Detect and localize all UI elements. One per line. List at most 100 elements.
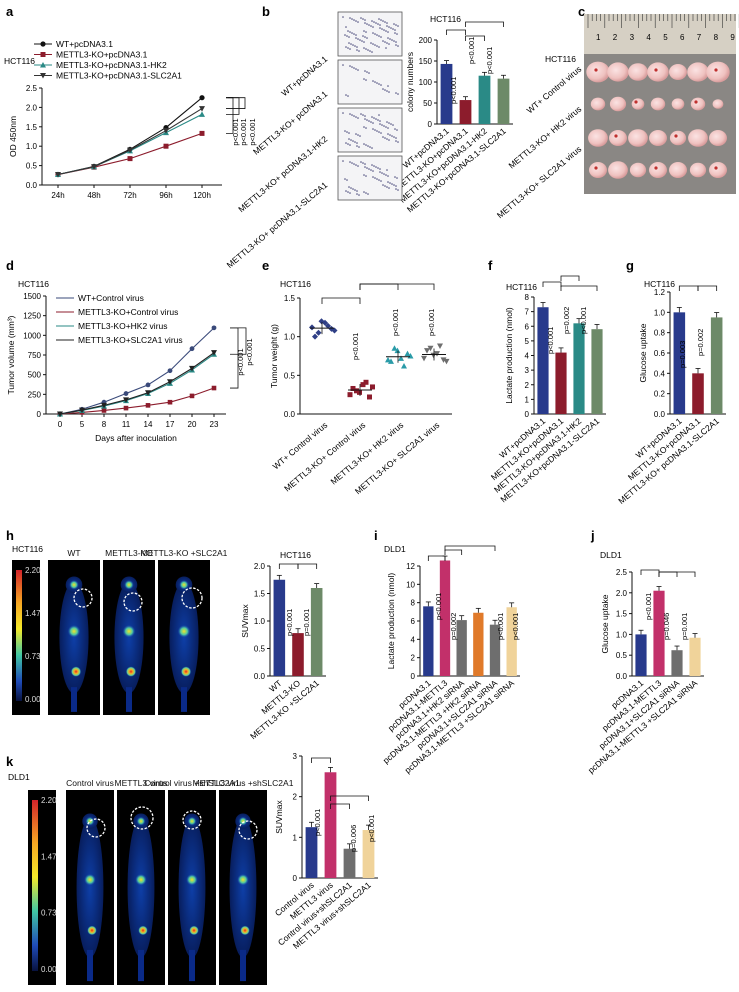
panel-letter-h: h <box>6 528 14 543</box>
colony-dot <box>362 162 364 164</box>
chart-a-y-tick-label-5: 2.5 <box>26 84 38 93</box>
colony-dot <box>391 183 393 185</box>
pet-h-heart <box>177 625 191 638</box>
colony-dot <box>379 171 381 173</box>
colony-dot <box>361 40 363 42</box>
colony-dot <box>346 35 348 37</box>
chart-i-y-tick-label-6: 12 <box>406 562 415 571</box>
pet-k-tail <box>189 949 195 982</box>
colony-dot <box>367 193 369 195</box>
colony-dot <box>365 144 367 146</box>
colony-dot <box>380 36 382 38</box>
pet-k-brain <box>136 816 146 826</box>
colony-dot <box>384 137 386 139</box>
chart-g-bracket-1 <box>678 285 699 291</box>
chart-k-bar-1 <box>305 827 318 878</box>
colony-dot <box>364 22 366 24</box>
colony-dot <box>382 40 384 42</box>
ruler-number: 5 <box>663 33 668 42</box>
colony-dot <box>393 184 395 186</box>
colony-dot <box>353 163 355 165</box>
chart-d-point-s4-0 <box>57 411 63 417</box>
pet-k-tail <box>87 949 93 982</box>
colony-dot <box>376 34 378 36</box>
colony-dot <box>349 161 351 163</box>
chart-g-y-label: Glucose uptake <box>638 323 648 382</box>
chart-j-y-tick-label-4: 2.0 <box>616 589 628 598</box>
tumor <box>608 161 628 179</box>
colony-dot <box>386 169 388 171</box>
colony-dot <box>345 94 347 96</box>
colony-dot <box>378 131 380 133</box>
colony-dot <box>373 21 375 23</box>
chart-a-y-tick-label-1: 0.5 <box>26 162 38 171</box>
chart-d-point-s1-6 <box>189 346 195 352</box>
chart-h-p-value-1: p<0.001 <box>285 609 294 636</box>
chart-b-bracket-2 <box>465 35 485 41</box>
chart-a-point-s3-4 <box>199 111 205 117</box>
chart-a-series-line-3 <box>57 113 203 176</box>
chart-a-point-s4-1 <box>91 164 97 170</box>
colony-dot <box>388 26 390 28</box>
tumor <box>628 63 648 81</box>
chart-i-y-tick-label-1: 2 <box>411 654 416 663</box>
colony-dot <box>378 35 380 37</box>
plate-4 <box>337 155 403 201</box>
chart-g-bar-3 <box>710 317 723 414</box>
chart-b-bar-1 <box>440 63 453 124</box>
pet-k-brain <box>238 816 248 826</box>
colony-dot <box>393 40 395 42</box>
chart-e-point <box>391 345 398 351</box>
chart-a-y-tick-label-2: 1.0 <box>26 142 38 151</box>
chart-j-bracket-3 <box>658 571 696 577</box>
chart-f-p-value-2: p=0.002 <box>562 307 571 334</box>
tumor <box>647 62 669 82</box>
chart-h-bar-1 <box>273 579 286 676</box>
colony-dot <box>386 25 388 27</box>
colony-dot <box>393 136 395 138</box>
chart-e-bracket-2 <box>359 283 399 290</box>
colony-dot <box>397 93 399 95</box>
chart-e-point <box>367 394 372 400</box>
tumor <box>588 129 608 147</box>
colony-dot <box>354 141 356 143</box>
chart-h-bar-3 <box>310 588 323 676</box>
colony-dot <box>357 134 359 136</box>
tumor <box>607 62 629 82</box>
pet-k-body <box>76 817 104 958</box>
colony-dot <box>396 33 398 35</box>
colony-dot <box>351 32 353 34</box>
tumor-vessel <box>714 166 718 170</box>
ruler-number: 2 <box>613 33 618 42</box>
colony-dot <box>352 188 354 190</box>
chart-d-p-value-1: p<0.001 <box>236 348 245 375</box>
pet-k-heart <box>186 873 198 886</box>
plate-1 <box>337 11 403 57</box>
pet-h-brain <box>69 580 79 590</box>
colony-dot <box>348 132 350 134</box>
chart-d-point-s2-4 <box>145 403 151 408</box>
pet-h-bladder <box>180 666 192 677</box>
colony-dot <box>371 51 373 53</box>
colony-dot <box>390 27 392 29</box>
ruler-number: 3 <box>630 33 635 42</box>
pet-h-brain <box>124 580 134 590</box>
colony-dot <box>347 191 349 193</box>
colony-dot <box>378 179 380 181</box>
colony-dot <box>382 88 384 90</box>
colony-dot <box>395 92 397 94</box>
chart-e-p-value-2: p<0.001 <box>391 309 400 336</box>
chart-h-suvmax: 0.00.51.01.52.0SUVmaxHCT116WTMETTL3-KOME… <box>240 550 326 741</box>
chart-d-point-s1-3 <box>123 391 129 396</box>
chart-e-y-tick-label-1: 0.5 <box>284 371 296 380</box>
colony-dot <box>349 31 351 33</box>
chart-k-y-tick-label-1: 1 <box>293 833 298 842</box>
colony-dot <box>350 43 352 45</box>
tumor-vessel <box>654 68 658 72</box>
pet-k-tail <box>240 949 246 982</box>
colony-dot <box>368 168 370 170</box>
colony-dot <box>364 115 366 117</box>
tumor-vessel <box>714 68 718 72</box>
chart-j-bar-3 <box>671 650 683 676</box>
